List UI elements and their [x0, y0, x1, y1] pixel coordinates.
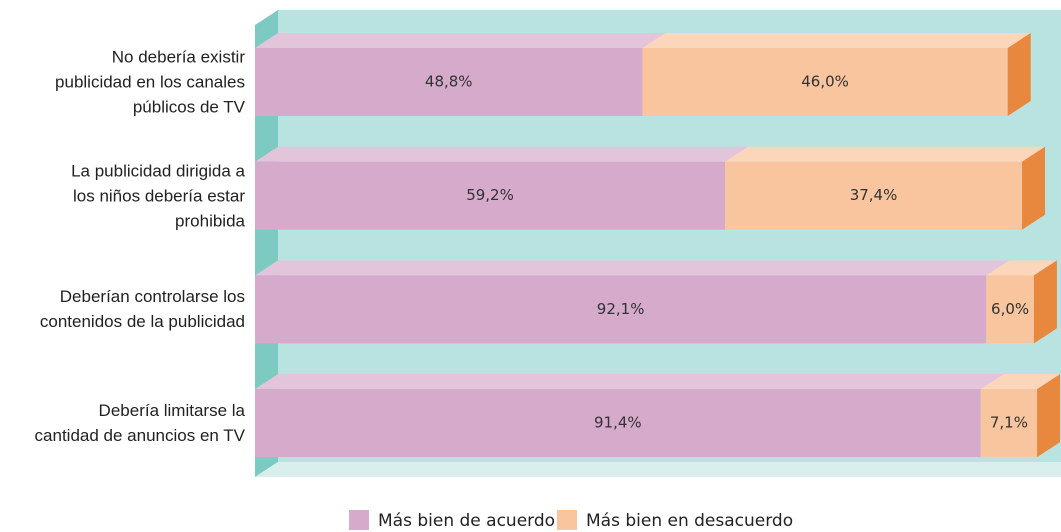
- bar-top: [255, 374, 1004, 390]
- legend-swatch: [349, 510, 369, 530]
- bar: [255, 161, 726, 230]
- category-label: La publicidad dirigida a los niños deber…: [71, 161, 245, 231]
- bar-top: [986, 260, 1057, 276]
- bar-side: [1037, 374, 1061, 458]
- bar-top: [255, 33, 666, 48]
- bar-side: [1033, 260, 1057, 344]
- bar: [255, 275, 987, 344]
- category-label: Deberían controlarse los contenidos de l…: [39, 287, 245, 332]
- category-label: No debería existir publicidad en los can…: [55, 47, 245, 117]
- bar-side: [1007, 33, 1031, 116]
- value-label: 48,8%: [425, 73, 473, 91]
- category-label: Debería limitarse la cantidad de anuncio…: [34, 401, 245, 446]
- bar: [642, 48, 1008, 116]
- bar-top: [255, 146, 749, 162]
- bar-side: [1022, 146, 1046, 230]
- legend-label: Más bien en desacuerdo: [586, 511, 793, 531]
- bar: [255, 48, 643, 116]
- bar-top: [255, 260, 1010, 276]
- value-label: 37,4%: [850, 186, 898, 204]
- bar: [986, 275, 1034, 344]
- value-label: 6,0%: [991, 300, 1029, 318]
- bar: [255, 389, 981, 458]
- value-label: 91,4%: [594, 414, 642, 432]
- bar: [725, 161, 1023, 230]
- legend-swatch: [557, 510, 577, 530]
- value-label: 92,1%: [597, 300, 645, 318]
- value-label: 59,2%: [466, 186, 514, 204]
- bar-top: [980, 374, 1061, 390]
- value-label: 7,1%: [990, 414, 1028, 432]
- legend-label: Más bien de acuerdo: [378, 511, 555, 531]
- bar: [980, 389, 1038, 458]
- value-label: 46,0%: [801, 73, 849, 91]
- side-wall: [255, 10, 278, 477]
- bar-top: [642, 33, 1031, 48]
- back-wall: [278, 10, 1061, 462]
- bar-top: [725, 146, 1046, 162]
- floor: [255, 462, 1061, 477]
